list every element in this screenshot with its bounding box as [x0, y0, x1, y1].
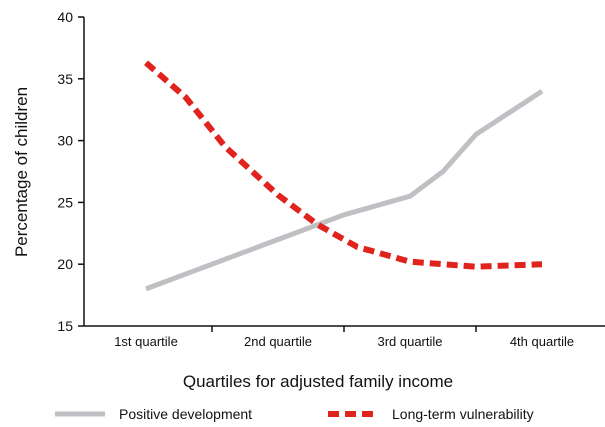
y-tick-label: 30	[57, 133, 73, 149]
y-ticks: 15 20 25 30 35 40	[57, 9, 84, 334]
y-tick-label: 20	[57, 256, 73, 272]
series-line-positive-development	[145, 89, 544, 292]
y-tick-label: 15	[57, 318, 73, 334]
x-category-label: 1st quartile	[114, 334, 178, 349]
series-line-long-term-vulnerability	[144, 60, 543, 270]
y-tick-label: 40	[57, 9, 73, 25]
y-tick-label: 25	[57, 194, 73, 210]
x-category-label: 3rd quartile	[377, 334, 442, 349]
y-axis-title: Percentage of children	[12, 87, 31, 257]
legend-label: Positive development	[119, 406, 252, 422]
x-category-label: 2nd quartile	[244, 334, 312, 349]
x-ticks: 1st quartile 2nd quartile 3rd quartile 4th …	[114, 326, 574, 349]
legend: Positive development Long-term vulnerabil…	[55, 406, 534, 422]
x-axis-title: Quartiles for adjusted family income	[183, 372, 453, 391]
y-tick-label: 35	[57, 71, 73, 87]
axes	[83, 17, 605, 327]
legend-label: Long-term vulnerability	[392, 406, 534, 422]
x-category-label: 4th quartile	[510, 334, 574, 349]
series-layer	[144, 60, 544, 292]
